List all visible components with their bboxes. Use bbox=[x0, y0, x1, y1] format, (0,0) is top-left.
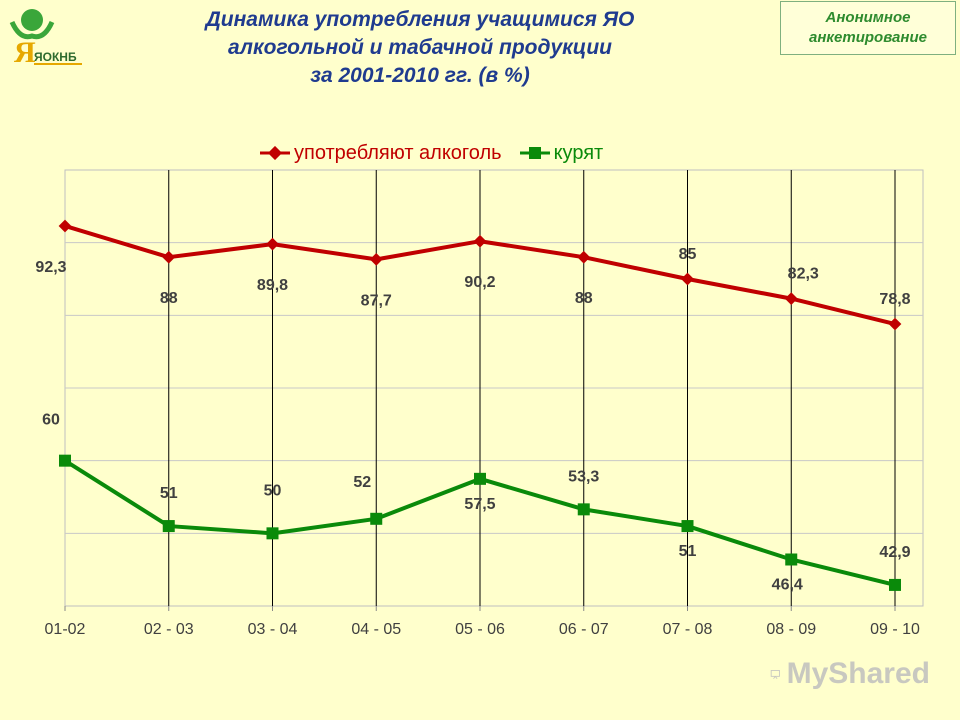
svg-text:ЯОКНБ: ЯОКНБ bbox=[34, 50, 77, 64]
legend-item-alcohol: употребляют алкоголь bbox=[260, 142, 502, 165]
legend-alcohol-label: употребляют алкоголь bbox=[294, 141, 502, 164]
data-label-smoke: 60 bbox=[42, 412, 60, 429]
survey-badge-line-2: анкетирование bbox=[809, 29, 927, 46]
data-label-alcohol: 85 bbox=[679, 246, 697, 263]
survey-badge: Анонимное анкетирование bbox=[780, 1, 956, 55]
chart-title-line-3: за 2001-2010 гг. (в %) bbox=[310, 64, 530, 87]
data-point-smoke bbox=[370, 512, 383, 525]
presentation-icon bbox=[770, 670, 780, 679]
data-point-smoke bbox=[785, 553, 798, 566]
data-label-alcohol: 88 bbox=[575, 290, 593, 307]
data-point-alcohol bbox=[369, 253, 383, 266]
survey-badge-line-1: Анонимное bbox=[825, 9, 911, 26]
data-label-smoke: 53,3 bbox=[568, 468, 599, 485]
chart-title-line-1: Динамика употребления учащимися ЯО bbox=[205, 8, 635, 31]
data-point-alcohol bbox=[58, 219, 72, 233]
data-label-alcohol: 82,3 bbox=[788, 266, 819, 283]
data-point-smoke bbox=[577, 503, 590, 516]
watermark: MyShared bbox=[770, 654, 930, 694]
x-tick-label: 04 - 05 bbox=[351, 621, 401, 638]
watermark-text: MyShared bbox=[786, 657, 930, 690]
data-point-smoke bbox=[162, 520, 175, 533]
legend-smoke-label: курят bbox=[553, 141, 604, 164]
data-point-smoke bbox=[474, 472, 486, 485]
data-label-alcohol: 78,8 bbox=[879, 291, 910, 308]
data-point-alcohol bbox=[681, 272, 694, 286]
chart-title: Динамика употребления учащимися ЯО алког… bbox=[120, 6, 720, 90]
data-point-alcohol bbox=[577, 250, 591, 264]
data-label-smoke: 46,4 bbox=[772, 576, 803, 593]
svg-text:Я: Я bbox=[14, 36, 36, 66]
data-point-smoke bbox=[266, 527, 279, 540]
chart-legend: употребляют алкоголь курят bbox=[260, 138, 603, 168]
chart-title-line-2: алкогольной и табачной продукции bbox=[227, 36, 612, 59]
data-point-smoke bbox=[681, 520, 694, 533]
data-point-smoke bbox=[59, 454, 71, 467]
legend-smoke-marker-icon bbox=[519, 147, 550, 159]
x-tick-label: 01-02 bbox=[45, 621, 86, 638]
data-point-alcohol bbox=[473, 234, 487, 248]
x-tick-label: 07 - 08 bbox=[663, 621, 713, 638]
legend-alcohol-marker-icon bbox=[260, 146, 290, 160]
data-point-alcohol bbox=[162, 250, 176, 264]
data-point-smoke bbox=[889, 578, 901, 591]
x-tick-label: 03 - 04 bbox=[248, 621, 298, 638]
data-point-alcohol bbox=[888, 317, 902, 331]
legend-item-smoke: курят bbox=[519, 141, 604, 165]
data-label-smoke: 42,9 bbox=[879, 544, 910, 561]
x-tick-label: 09 - 10 bbox=[870, 621, 920, 638]
x-tick-label: 08 - 09 bbox=[766, 621, 816, 638]
x-tick-label: 05 - 06 bbox=[455, 621, 505, 638]
data-label-alcohol: 89,8 bbox=[257, 277, 288, 294]
data-label-smoke: 50 bbox=[264, 482, 282, 499]
data-label-smoke: 57,5 bbox=[464, 496, 495, 513]
data-label-smoke: 51 bbox=[160, 485, 178, 502]
data-label-smoke: 51 bbox=[679, 543, 697, 560]
data-point-alcohol bbox=[266, 237, 279, 251]
data-label-alcohol: 88 bbox=[160, 290, 178, 307]
x-tick-label: 02 - 03 bbox=[144, 621, 194, 638]
logo-icon: Я ЯОКНБ bbox=[9, 9, 82, 66]
data-label-alcohol: 92,3 bbox=[35, 259, 66, 276]
data-label-smoke: 52 bbox=[353, 474, 371, 491]
data-label-alcohol: 90,2 bbox=[464, 274, 495, 291]
data-label-alcohol: 87,7 bbox=[361, 292, 392, 309]
x-tick-label: 06 - 07 bbox=[559, 621, 609, 638]
data-point-alcohol bbox=[784, 292, 798, 305]
